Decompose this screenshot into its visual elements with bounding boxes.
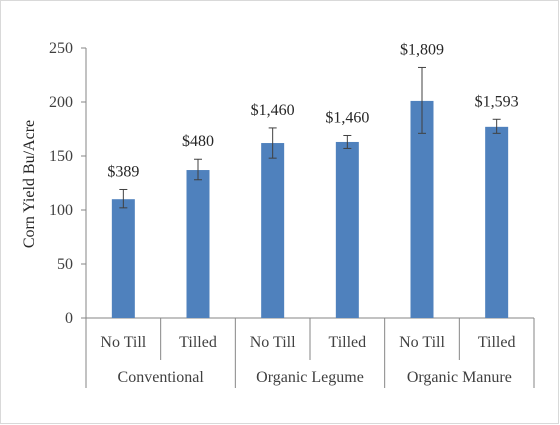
y-tick-label: 150	[49, 148, 73, 165]
bar	[186, 170, 210, 318]
y-tick-label: 0	[65, 310, 73, 327]
x-axis-categories: No Till Tilled No Till Tilled No Till Tilled	[100, 334, 515, 351]
y-axis-ticks: 0 50 100 150 200 250	[49, 40, 86, 327]
data-label: $1,809	[400, 41, 444, 58]
x-group-label: Organic Manure	[407, 369, 512, 386]
bar	[335, 141, 359, 318]
data-label: $480	[182, 133, 214, 150]
data-label: $389	[107, 163, 139, 180]
data-label: $1,460	[325, 109, 369, 126]
data-labels: $389 $480 $1,460 $1,460 $1,809 $1,593	[107, 41, 518, 180]
y-axis-label: Corn Yield Bu/Acre	[21, 120, 38, 248]
data-label: $1,593	[475, 93, 519, 110]
x-axis-groups: Conventional Organic Legume Organic Manure	[118, 369, 512, 386]
x-category-label: No Till	[250, 334, 296, 351]
error-bars	[119, 66, 501, 209]
axes	[85, 48, 535, 388]
y-tick-label: 50	[57, 256, 73, 273]
bar	[485, 126, 509, 318]
bars	[111, 100, 509, 318]
x-category-label: Tilled	[478, 334, 516, 351]
bar	[261, 143, 285, 318]
x-group-label: Organic Legume	[256, 369, 364, 386]
x-category-label: No Till	[399, 334, 445, 351]
x-group-label: Conventional	[118, 369, 205, 386]
y-tick-label: 200	[49, 94, 73, 111]
bar	[111, 199, 135, 318]
y-tick-label: 250	[49, 40, 73, 57]
x-category-label: Tilled	[329, 334, 367, 351]
x-category-label: No Till	[100, 334, 146, 351]
x-category-label: Tilled	[179, 334, 217, 351]
y-tick-label: 100	[49, 202, 73, 219]
data-label: $1,460	[251, 102, 295, 119]
bar	[410, 100, 434, 318]
